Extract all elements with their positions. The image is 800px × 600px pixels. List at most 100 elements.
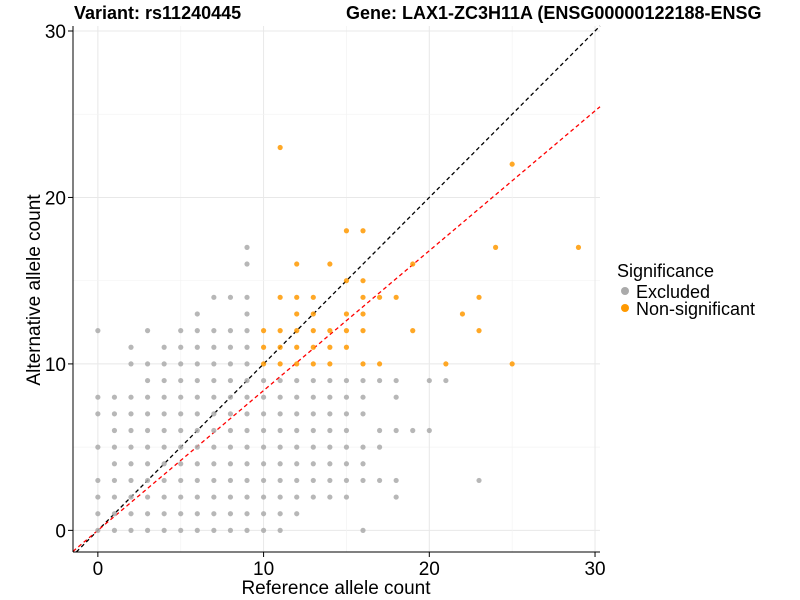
data-point xyxy=(244,427,250,434)
data-point xyxy=(111,411,118,417)
data-point xyxy=(294,444,300,450)
data-point xyxy=(227,511,234,517)
x-tick-label: 0 xyxy=(93,559,104,580)
data-point xyxy=(111,511,118,517)
data-point xyxy=(476,294,482,300)
data-point xyxy=(476,477,482,484)
data-point xyxy=(144,328,151,334)
data-point xyxy=(128,511,134,517)
data-point xyxy=(161,361,167,367)
data-point xyxy=(128,461,134,467)
legend-label-non-significant: Non-significant xyxy=(636,299,755,319)
data-point xyxy=(260,427,267,434)
data-point xyxy=(95,494,101,500)
data-point xyxy=(144,377,151,384)
data-point xyxy=(343,461,350,467)
data-point xyxy=(178,361,184,367)
data-point xyxy=(260,511,267,517)
data-point xyxy=(277,377,283,384)
data-point xyxy=(327,494,333,500)
data-point xyxy=(294,427,300,434)
data-point xyxy=(327,344,333,350)
data-point xyxy=(144,427,151,434)
data-point xyxy=(277,444,283,450)
data-point xyxy=(343,311,350,317)
data-point xyxy=(161,511,167,517)
data-point xyxy=(161,461,167,467)
data-point xyxy=(161,494,167,500)
data-point xyxy=(227,427,234,434)
data-point xyxy=(227,444,234,450)
data-point xyxy=(211,328,217,334)
data-point xyxy=(178,477,184,484)
data-point xyxy=(227,461,234,467)
data-point xyxy=(410,261,416,267)
data-point xyxy=(194,328,200,334)
y-tick-label: 0 xyxy=(55,521,66,542)
data-point xyxy=(310,377,316,384)
data-point xyxy=(327,411,333,417)
data-point xyxy=(277,427,283,434)
data-point xyxy=(310,361,316,367)
data-point xyxy=(360,477,366,484)
data-point xyxy=(244,294,250,300)
data-point xyxy=(294,394,300,400)
data-point xyxy=(327,361,333,367)
data-point xyxy=(376,477,383,484)
data-point xyxy=(277,411,283,417)
data-point xyxy=(144,444,151,450)
data-point xyxy=(161,394,167,400)
data-point xyxy=(211,477,217,484)
data-point xyxy=(194,411,200,417)
data-point xyxy=(310,311,316,317)
data-point xyxy=(111,427,118,434)
data-point xyxy=(277,394,283,400)
chart-title-variant: Variant: rs11240445 xyxy=(74,3,241,23)
data-point xyxy=(178,494,184,500)
data-point xyxy=(343,477,350,484)
data-point xyxy=(178,427,184,434)
x-tick-label: 20 xyxy=(419,559,440,580)
data-point xyxy=(211,411,217,417)
data-point xyxy=(111,444,118,450)
data-point xyxy=(144,477,151,484)
data-point xyxy=(294,361,300,367)
data-point xyxy=(260,527,267,533)
data-point xyxy=(277,494,283,500)
data-point xyxy=(327,328,333,334)
data-point xyxy=(161,527,167,533)
chart-title-gene: Gene: LAX1-ZC3H11A (ENSG00000122188-ENSG xyxy=(346,3,762,23)
data-point xyxy=(360,311,366,317)
data-point xyxy=(260,444,267,450)
data-point xyxy=(161,377,167,384)
data-point xyxy=(227,361,234,367)
data-point xyxy=(244,328,250,334)
data-point xyxy=(343,228,350,234)
data-point xyxy=(327,427,333,434)
data-point xyxy=(227,494,234,500)
data-point xyxy=(227,527,234,533)
data-point xyxy=(327,444,333,450)
x-axis-title: Reference allele count xyxy=(241,578,431,599)
data-point xyxy=(509,361,515,367)
axes xyxy=(72,26,600,553)
data-point xyxy=(492,244,499,250)
legend-swatch-non-significant xyxy=(621,304,629,312)
data-point xyxy=(194,511,200,517)
data-point xyxy=(327,461,333,467)
data-point xyxy=(194,377,200,384)
data-point xyxy=(144,394,151,400)
data-point xyxy=(111,461,118,467)
data-point xyxy=(327,377,333,384)
data-point xyxy=(277,294,283,300)
data-point xyxy=(227,294,234,300)
data-point xyxy=(211,377,217,384)
data-point xyxy=(227,394,234,400)
data-point xyxy=(95,477,101,484)
data-point xyxy=(128,344,134,350)
data-point xyxy=(244,511,250,517)
data-point xyxy=(277,477,283,484)
data-point xyxy=(244,361,250,367)
data-point xyxy=(144,494,151,500)
data-point xyxy=(393,477,399,484)
